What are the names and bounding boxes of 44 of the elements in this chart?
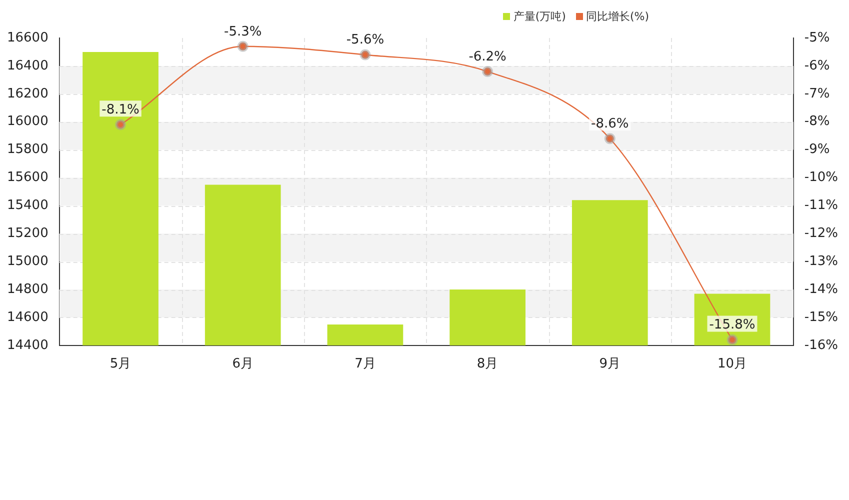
x-tick-label: 9月 <box>599 356 621 372</box>
y2-tick-label: -5% <box>804 30 830 46</box>
y2-tick-label: -9% <box>804 142 830 158</box>
y2-tick-label: -12% <box>804 226 838 241</box>
x-tick-label: 5月 <box>110 356 132 372</box>
y-tick-label: 15600 <box>6 170 48 186</box>
point <box>237 40 248 52</box>
y-tick-label: 14800 <box>6 282 48 297</box>
y2-tick-label: -8% <box>804 114 830 130</box>
data-label: -5.3% <box>224 24 262 40</box>
x-tick-label: 7月 <box>354 356 376 372</box>
y-tick-label: 15000 <box>6 254 48 269</box>
y-tick-label: 14400 <box>6 338 48 353</box>
y2-tick-label: -11% <box>804 198 838 214</box>
y2-tick-label: -15% <box>804 310 838 325</box>
y-tick-label: 16000 <box>6 114 48 130</box>
y2-tick-label: -14% <box>804 282 838 297</box>
data-label: -8.1% <box>102 102 140 118</box>
y2-tick-label: -13% <box>804 254 838 269</box>
data-label: -15.8% <box>709 318 756 333</box>
point <box>604 133 616 144</box>
y-tick-label: 15200 <box>6 226 48 241</box>
y2-tick-label: -16% <box>804 338 838 353</box>
point <box>726 334 738 346</box>
y2-tick-label: -6% <box>804 58 830 74</box>
legend-label: 同比增长(%) <box>584 9 649 24</box>
y-tick-label: 14600 <box>6 310 48 325</box>
y-tick-label: 16600 <box>6 30 48 46</box>
y2-tick-label: -7% <box>804 86 830 102</box>
point <box>482 66 494 78</box>
data-label: -6.2% <box>468 49 506 64</box>
y2-tick-label: -10% <box>804 170 838 186</box>
y-tick-label: 16400 <box>6 58 48 74</box>
point <box>115 119 126 130</box>
y-tick-label: 15800 <box>6 142 48 158</box>
point <box>360 49 371 60</box>
y-tick-label: 16200 <box>6 86 48 102</box>
data-label: -5.6% <box>346 32 384 48</box>
data-label: -8.6% <box>591 116 629 132</box>
x-tick-label: 6月 <box>232 356 254 372</box>
y-tick-label: 15400 <box>6 198 48 214</box>
x-tick-label: 10月 <box>717 356 748 372</box>
x-tick-label: 8月 <box>476 356 498 372</box>
legend-label: 产量(万吨) <box>512 9 566 24</box>
